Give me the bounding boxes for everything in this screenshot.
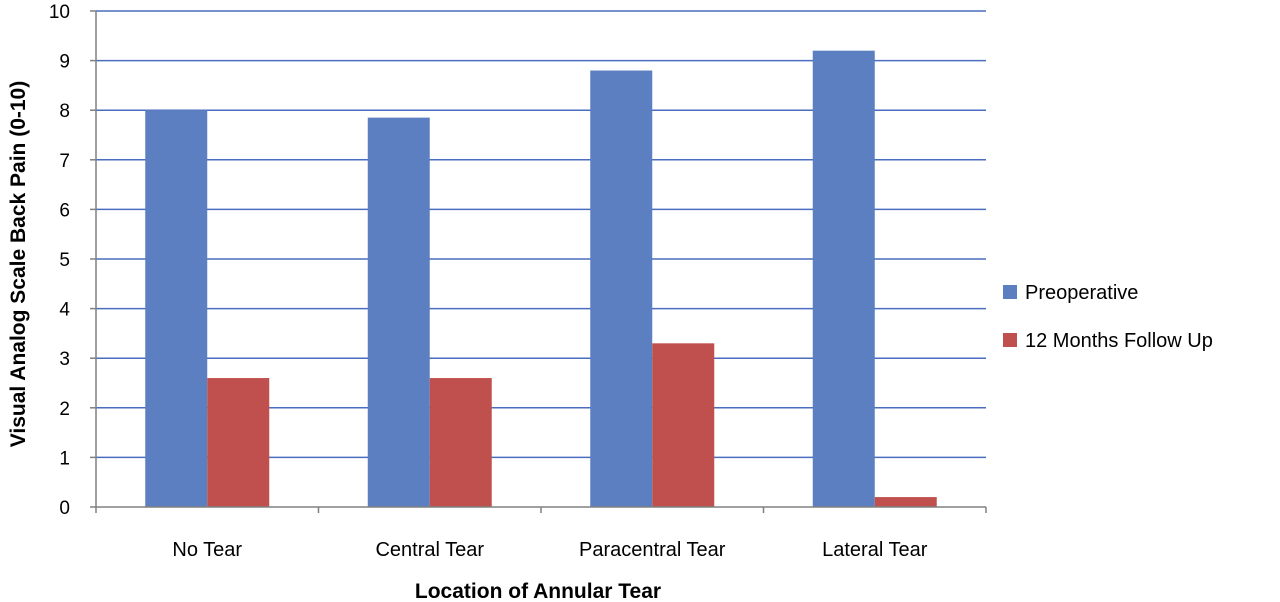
x-category-label: No Tear — [172, 539, 242, 561]
y-tick-label: 6 — [59, 200, 70, 221]
x-category-label: Paracentral Tear — [579, 539, 726, 561]
y-tick-label: 5 — [59, 250, 70, 271]
bar-preoperative — [367, 117, 430, 507]
x-category-label: Lateral Tear — [822, 539, 928, 561]
bar-follow-up — [207, 378, 270, 507]
legend-swatch — [1003, 333, 1017, 347]
bar-preoperative — [145, 110, 208, 507]
x-category-label: Central Tear — [375, 539, 484, 561]
legend-label: Preoperative — [1025, 282, 1138, 304]
y-axis-title: Visual Analog Scale Back Pain (0-10) — [7, 81, 30, 448]
bar-follow-up — [652, 343, 715, 507]
bar-preoperative — [812, 50, 875, 508]
axes — [95, 11, 987, 513]
y-tick-label: 8 — [59, 101, 70, 122]
y-tick-label: 3 — [59, 349, 70, 370]
bars — [145, 50, 937, 508]
y-tick-label: 4 — [59, 300, 70, 321]
bar-preoperative — [590, 70, 653, 508]
y-tick-label: 0 — [59, 498, 70, 519]
legend-swatch — [1003, 285, 1017, 299]
legend: Preoperative 12 Months Follow Up — [1003, 282, 1213, 352]
x-axis-categories: No Tear Central Tear Paracentral Tear Later… — [172, 539, 927, 561]
y-tick-label: 1 — [59, 448, 70, 469]
x-axis-title: Location of Annular Tear — [415, 580, 661, 602]
y-tick-label: 2 — [59, 399, 70, 420]
y-tick-label: 10 — [49, 2, 70, 23]
legend-label: 12 Months Follow Up — [1025, 330, 1213, 352]
bar-follow-up — [429, 378, 492, 507]
y-tick-label: 9 — [59, 52, 70, 73]
y-axis-ticks: 0 1 2 3 4 5 6 7 8 9 10 — [49, 2, 96, 519]
y-tick-label: 7 — [59, 151, 70, 172]
bar-follow-up — [874, 497, 937, 507]
